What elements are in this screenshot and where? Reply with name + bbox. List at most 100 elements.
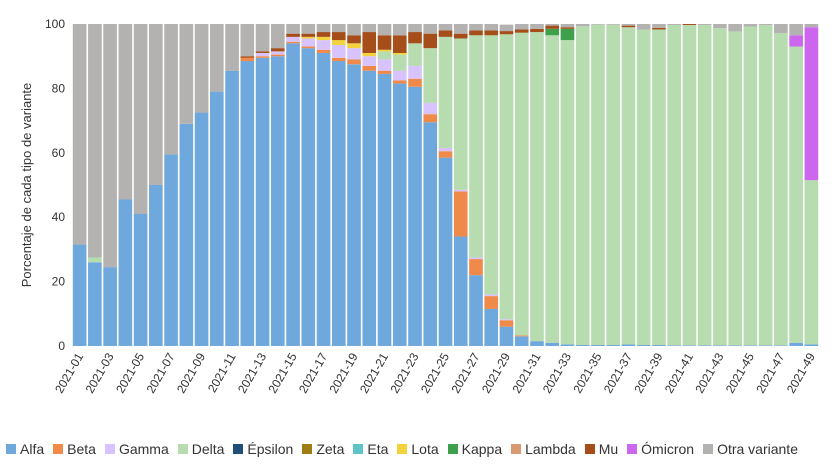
bar-segment-2021-13-Beta xyxy=(255,56,270,58)
x-tick-label: 2021-05 xyxy=(113,350,147,395)
bar-segment-2021-03-Otra variante xyxy=(103,24,117,268)
bar-segment-2021-23-Gamma xyxy=(408,65,422,79)
legend-swatch xyxy=(703,444,714,454)
bar-segment-2021-27-Mu xyxy=(469,30,483,36)
bar-segment-2021-41-Alfa xyxy=(682,345,697,346)
bar-segment-2021-16-Gamma xyxy=(301,38,316,47)
bar-segment-2021-31-Delta xyxy=(530,32,544,342)
bar-segment-2021-20-Lota xyxy=(362,52,377,57)
bar-segment-2021-27-Alfa xyxy=(469,275,483,346)
bar-segment-2021-26-Delta xyxy=(453,38,468,190)
bar-segment-2021-24-Beta xyxy=(423,114,438,123)
bar-segment-2021-14-Beta xyxy=(270,54,285,57)
legend: Alfa Beta Gamma Delta Épsilon Zeta Eta Lota Kapp… xyxy=(6,441,836,457)
bar-segment-2021-47-Alfa xyxy=(774,345,788,346)
legend-swatch xyxy=(397,444,408,454)
bar-segment-2021-04-Alfa xyxy=(118,199,133,346)
bar-segment-2021-34-Alfa xyxy=(575,345,590,346)
bar-segment-2021-10-Otra variante xyxy=(210,24,224,92)
y-axis-title: Porcentaje de cada tipo de variante xyxy=(19,83,34,288)
legend-label: Épsilon xyxy=(247,441,294,457)
bar-segment-2021-46-Otra variante xyxy=(758,24,773,25)
bar-segment-2021-33-Kappa xyxy=(560,28,575,41)
bar-segment-2021-20-Gamma xyxy=(362,56,377,66)
bar-segment-2021-40-Alfa xyxy=(667,345,681,346)
x-tick-label: 2021-33 xyxy=(540,350,574,395)
bar-segment-2021-01-Alfa xyxy=(72,244,87,346)
bar-segment-2021-25-Delta xyxy=(438,36,453,148)
bar-segment-2021-11-Alfa xyxy=(225,70,239,346)
bar-segment-2021-38-Alfa xyxy=(636,345,651,346)
bar-segment-2021-45-Alfa xyxy=(743,345,758,346)
legend-swatch xyxy=(627,444,638,454)
bar-segment-2021-17-Otra variante xyxy=(316,24,331,33)
bar-segment-2021-34-Delta xyxy=(575,26,590,346)
bar-segment-2021-25-Gamma xyxy=(438,147,453,152)
bar-segment-2021-20-Alfa xyxy=(362,70,377,346)
legend-label: Eta xyxy=(367,441,389,457)
bar-segment-2021-19-Otra variante xyxy=(347,24,361,36)
bar-segment-2021-43-Otra variante xyxy=(713,24,727,29)
bar-segment-2021-39-Otra variante xyxy=(652,24,666,28)
bar-segment-2021-37-Otra variante xyxy=(621,24,636,26)
bar-segment-2021-25-Beta xyxy=(438,151,453,158)
bar-segment-2021-45-Delta xyxy=(743,26,758,346)
legend-swatch xyxy=(104,444,115,454)
bar-segment-2021-43-Alfa xyxy=(713,345,727,346)
bar-segment-2021-22-Gamma xyxy=(392,70,407,81)
bar-segment-2021-31-Otra variante xyxy=(530,24,544,29)
legend-label: Zeta xyxy=(316,441,345,457)
bar-segment-2021-35-Delta xyxy=(591,24,605,346)
x-tick-label: 2021-07 xyxy=(144,350,178,395)
bar-segment-2021-36-Alfa xyxy=(606,345,621,346)
bar-segment-2021-33-Alfa xyxy=(560,344,575,346)
x-axis: 2021-012021-032021-052021-072021-092021-… xyxy=(52,350,818,395)
legend-label: Alfa xyxy=(20,441,45,457)
bar-segment-2021-41-Mu xyxy=(682,24,697,25)
bar-segment-2021-30-Beta xyxy=(514,335,529,337)
x-tick-label: 2021-49 xyxy=(784,350,818,395)
bar-segment-2021-38-Delta xyxy=(636,29,651,346)
legend-item: Gamma xyxy=(104,441,169,457)
bar-segment-2021-23-Mu xyxy=(408,32,422,44)
bar-segment-2021-46-Alfa xyxy=(758,345,773,346)
bar-segment-2021-20-Beta xyxy=(362,65,377,71)
bar-segment-2021-12-Alfa xyxy=(240,61,255,346)
y-axis: 0 20 40 60 80 100 xyxy=(45,17,65,353)
bar-segment-2021-09-Otra variante xyxy=(194,24,209,113)
bar-segment-2021-07-Alfa xyxy=(164,154,178,346)
bar-segment-2021-26-Alfa xyxy=(453,236,468,346)
bar-segment-2021-35-Otra variante xyxy=(591,24,605,25)
legend-label: Delta xyxy=(191,441,225,457)
legend-item: Ómicron xyxy=(627,441,694,457)
bar-segment-2021-27-Otra variante xyxy=(469,24,483,31)
legend-item: Lambda xyxy=(511,441,576,457)
bar-segment-2021-12-Mu xyxy=(240,56,255,58)
legend-label: Lambda xyxy=(525,441,576,457)
x-tick-label: 2021-27 xyxy=(448,350,482,395)
bar-segment-2021-29-Mu xyxy=(499,31,514,35)
x-tick-label: 2021-31 xyxy=(509,350,543,395)
bar-segment-2021-18-Mu xyxy=(331,32,346,41)
bar-segment-2021-14-Gamma xyxy=(270,51,285,55)
bar-segment-2021-42-Delta xyxy=(697,24,712,346)
bar-segment-2021-21-Gamma xyxy=(377,59,392,71)
legend-swatch xyxy=(302,444,313,454)
bar-segment-2021-37-Delta xyxy=(621,27,636,345)
bar-segment-2021-01-Otra variante xyxy=(72,24,87,245)
legend-item: Eta xyxy=(353,441,388,457)
bar-segment-2021-17-Mu xyxy=(316,32,331,37)
bar-segment-2021-23-Delta xyxy=(408,43,422,66)
legend-swatch xyxy=(177,444,188,454)
bar-segment-2021-17-Beta xyxy=(316,49,331,53)
bar-segment-2021-32-Alfa xyxy=(545,342,560,346)
bar-segment-2021-37-Alfa xyxy=(621,344,636,346)
bar-segment-2021-48-Otra variante xyxy=(789,24,803,36)
bar-segment-2021-02-Delta xyxy=(88,257,102,263)
bar-segment-2021-24-Otra variante xyxy=(423,24,438,34)
bar-segment-2021-30-Delta xyxy=(514,32,529,336)
bar-segment-2021-19-Beta xyxy=(347,59,361,65)
legend-swatch xyxy=(584,444,595,454)
bar-segment-2021-42-Alfa xyxy=(697,345,712,346)
legend-item: Zeta xyxy=(302,441,344,457)
